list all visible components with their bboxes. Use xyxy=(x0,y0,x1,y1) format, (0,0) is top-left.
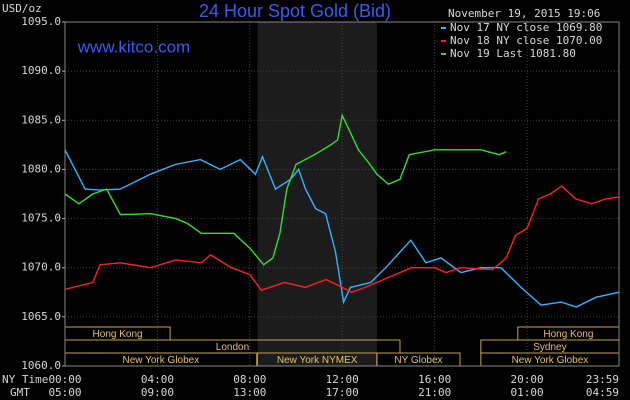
y-tick-label: 1065.0 xyxy=(21,310,61,323)
x-tick-label: 20:00 xyxy=(510,373,543,386)
y-tick-label: 1095.0 xyxy=(21,15,61,28)
x2-tick-label: 17:00 xyxy=(326,386,359,399)
session-label: New York Globex xyxy=(123,355,200,366)
price-line xyxy=(64,185,620,294)
x-axis-label: NY Time xyxy=(2,373,48,386)
timestamp: November 19, 2015 19:06 xyxy=(448,7,600,20)
x2-tick-label: 21:00 xyxy=(418,386,451,399)
x2-axis-label: GMT xyxy=(10,386,30,399)
x-tick-label: 12:00 xyxy=(326,373,359,386)
source-url: www.kitco.com xyxy=(77,37,190,56)
session-label: Hong Kong xyxy=(93,329,143,340)
y-tick-label: 1060.0 xyxy=(21,359,61,372)
y-tick-label: 1070.0 xyxy=(21,261,61,274)
y-tick-label: 1080.0 xyxy=(21,162,61,175)
y-tick-label: 1085.0 xyxy=(21,113,61,126)
session-label: New York Globex xyxy=(512,355,589,366)
legend-entry: Nov 17 NY close 1069.80 xyxy=(450,21,602,34)
session-label: Sydney xyxy=(533,342,566,353)
session-label: London xyxy=(216,342,249,353)
legend-entry: Nov 19 Last 1081.80 xyxy=(450,47,576,60)
x2-tick-label: 04:59 xyxy=(586,386,619,399)
price-line xyxy=(64,149,620,308)
x2-tick-label: 05:00 xyxy=(48,386,81,399)
x-tick-label: 23:59 xyxy=(586,373,619,386)
chart-title: 24 Hour Spot Gold (Bid) xyxy=(199,1,391,21)
y-tick-label: 1090.0 xyxy=(21,64,61,77)
x2-tick-label: 09:00 xyxy=(141,386,174,399)
x-tick-label: 00:00 xyxy=(48,373,81,386)
x-tick-label: 16:00 xyxy=(418,373,451,386)
session-label: NY Globex xyxy=(394,355,442,366)
x-tick-label: 04:00 xyxy=(141,373,174,386)
session-label: New York NYMEX xyxy=(277,355,358,366)
legend-entry: Nov 18 NY close 1070.00 xyxy=(450,34,602,47)
y-axis-label: USD/oz xyxy=(2,2,42,15)
x2-tick-label: 01:00 xyxy=(510,386,543,399)
y-tick-label: 1075.0 xyxy=(21,212,61,225)
x2-tick-label: 13:00 xyxy=(233,386,266,399)
price-line xyxy=(64,113,507,266)
x-tick-label: 08:00 xyxy=(233,373,266,386)
session-label: Hong Kong xyxy=(543,329,593,340)
shaded-region xyxy=(257,22,377,366)
